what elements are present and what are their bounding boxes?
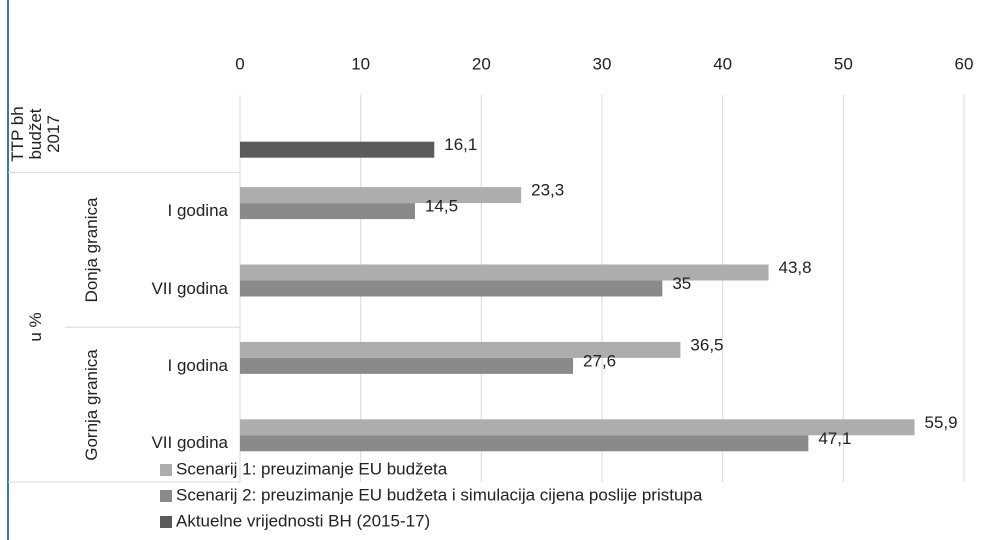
x-tick-label: 30 <box>593 54 612 73</box>
data-label: 55,9 <box>925 413 958 432</box>
category-label: VII godina <box>151 278 228 298</box>
legend-label: Scenarij 2: preuzimanje EU budžeta i sim… <box>176 485 703 504</box>
data-label: 36,5 <box>690 335 723 354</box>
data-label: 35 <box>672 274 691 293</box>
bar <box>240 419 915 436</box>
data-label: 43,8 <box>779 258 812 277</box>
data-label: 23,3 <box>531 181 564 200</box>
category-group-label: Gornja granica <box>82 348 101 461</box>
x-tick-label: 10 <box>351 54 370 73</box>
x-tick-label: 40 <box>713 54 732 73</box>
legend-label: Scenarij 1: preuzimanje EU budžeta <box>176 459 448 478</box>
category-group-label: Donja granica <box>82 197 101 303</box>
legend-swatch <box>160 490 172 502</box>
data-label: 47,1 <box>818 429 851 448</box>
x-tick-label: 20 <box>472 54 491 73</box>
legend-label: Aktuelne vrijednosti BH (2015-17) <box>176 511 430 530</box>
data-label: 16,1 <box>444 135 477 154</box>
bar <box>240 141 435 158</box>
data-label: 14,5 <box>425 197 458 216</box>
bar <box>240 203 415 220</box>
category-label: VII godina <box>151 433 228 453</box>
x-tick-label: 50 <box>834 54 853 73</box>
category-label: I godina <box>167 201 229 221</box>
data-label: 27,6 <box>583 351 616 370</box>
x-tick-label: 0 <box>235 54 244 73</box>
legend-swatch <box>160 516 172 528</box>
category-label: I godina <box>167 355 229 375</box>
bar <box>240 264 769 281</box>
bar <box>240 280 663 297</box>
category-outer-label: u % <box>26 312 45 342</box>
bar <box>240 357 574 374</box>
legend-swatch <box>160 464 172 476</box>
category-label: TTP bh budžet 2017 <box>8 105 63 162</box>
x-tick-label: 60 <box>955 54 974 73</box>
bar <box>240 187 522 204</box>
bar <box>240 341 681 358</box>
bar <box>240 435 809 452</box>
